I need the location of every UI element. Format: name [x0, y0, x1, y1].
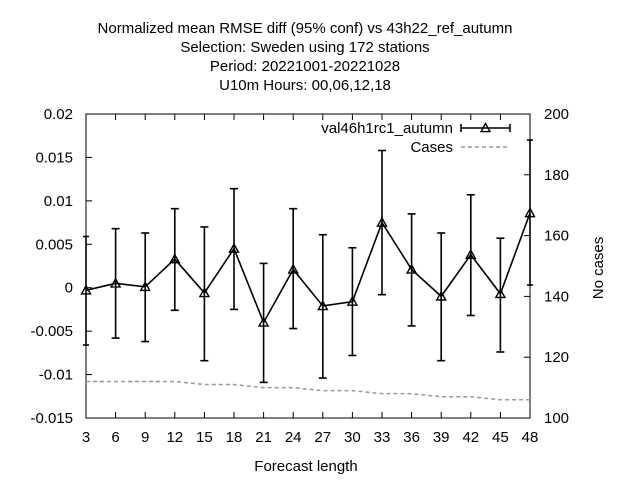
data-point	[139, 280, 151, 292]
y2-tick-label: 120	[544, 349, 569, 366]
x-axis-label: Forecast length	[254, 458, 357, 475]
title-line-4: U10m Hours: 00,06,12,18	[219, 77, 391, 94]
x-tick-label: 39	[433, 429, 450, 446]
y-tick-label: 0.01	[44, 193, 73, 210]
data-point	[435, 290, 447, 301]
data-point	[257, 316, 270, 327]
x-tick-label: 42	[462, 429, 479, 446]
legend-label-rmse: val46h1rc1_autumn	[321, 120, 453, 137]
x-tick-label: 33	[374, 429, 391, 446]
x-tick-label: 48	[522, 429, 539, 446]
x-tick-label: 6	[111, 429, 119, 446]
cases-series	[86, 380, 530, 401]
title-line-2: Selection: Sweden using 172 stations	[180, 39, 429, 56]
y2-tick-label: 180	[544, 167, 569, 184]
y2-axis-label: No cases	[590, 237, 607, 300]
data-point	[494, 287, 507, 299]
data-point	[317, 300, 329, 311]
chart-title: Normalized mean RMSE diff (95% conf) vs …	[98, 20, 513, 94]
title-line-1: Normalized mean RMSE diff (95% conf) vs …	[98, 20, 513, 37]
x-tick-label: 9	[141, 429, 149, 446]
y-tick-label: -0.005	[30, 323, 73, 340]
axis-ticks: 3 6 9 12 15 18 21 24 27 30 33 36 39 42 45 480.020.0150.…	[30, 106, 569, 446]
title-line-3: Period: 20221001-20221028	[210, 58, 400, 75]
x-tick-label: 30	[344, 429, 361, 446]
x-tick-label: 27	[314, 429, 331, 446]
data-point	[287, 263, 299, 274]
data-point	[228, 242, 240, 253]
data-point	[109, 277, 122, 288]
legend-marker	[479, 122, 492, 133]
data-point	[524, 207, 536, 218]
data-point	[376, 216, 388, 227]
y2-tick-label: 100	[544, 410, 569, 427]
data-point	[80, 284, 92, 295]
data-point	[346, 295, 359, 306]
y2-tick-label: 140	[544, 288, 569, 305]
x-tick-label: 24	[285, 429, 302, 446]
y-tick-label: -0.015	[30, 410, 73, 427]
x-tick-label: 45	[492, 429, 509, 446]
x-tick-label: 12	[166, 429, 183, 446]
x-tick-label: 18	[226, 429, 243, 446]
x-tick-label: 21	[255, 429, 272, 446]
y-tick-label: 0.015	[35, 149, 73, 166]
x-tick-label: 15	[196, 429, 213, 446]
data-point	[198, 286, 211, 298]
x-tick-label: 3	[82, 429, 90, 446]
legend-label-cases: Cases	[410, 139, 453, 156]
y-tick-label: 0.02	[44, 106, 73, 123]
rmse-series	[80, 139, 536, 384]
y2-tick-label: 160	[544, 228, 569, 245]
y2-tick-label: 200	[544, 106, 569, 123]
rmse-line	[85, 212, 531, 325]
y-tick-label: 0	[65, 280, 73, 297]
cases-line	[86, 380, 530, 401]
data-point	[169, 253, 181, 264]
x-tick-label: 36	[403, 429, 420, 446]
y-tick-label: 0.005	[35, 236, 73, 253]
data-point	[465, 248, 477, 260]
legend: val46h1rc1_autumn Cases	[321, 120, 511, 156]
data-point	[405, 263, 418, 274]
y-tick-label: -0.01	[39, 367, 73, 384]
